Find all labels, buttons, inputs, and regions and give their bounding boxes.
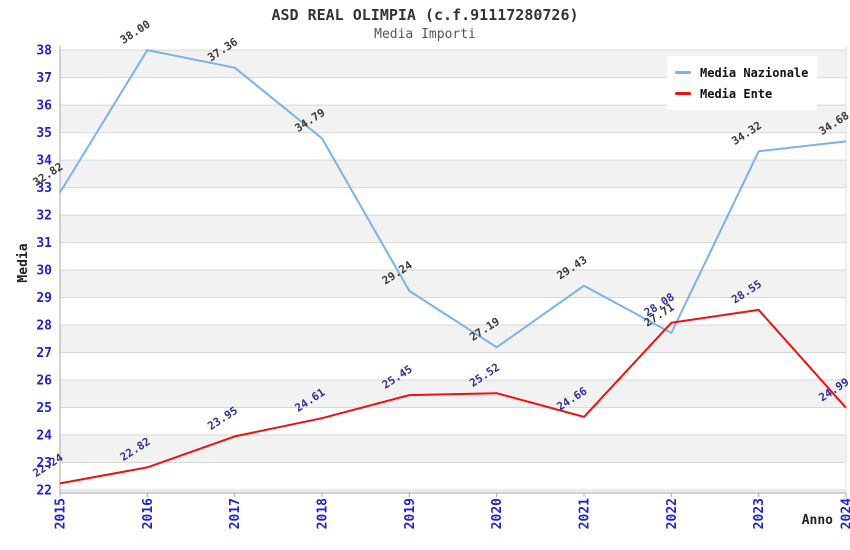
x-tick-label: 2019 xyxy=(403,498,418,529)
y-tick-label: 22 xyxy=(36,484,52,499)
plot-band xyxy=(60,242,846,271)
legend-swatch-blue-icon xyxy=(675,71,691,74)
plot-band xyxy=(60,490,846,493)
plot-band xyxy=(60,435,846,463)
y-axis-title: Media xyxy=(16,243,31,282)
x-tick-label: 2015 xyxy=(54,498,69,529)
y-tick-label: 38 xyxy=(36,44,52,59)
series-line-media-ente xyxy=(59,308,847,485)
plot-band xyxy=(60,46,846,51)
x-tick-label: 2021 xyxy=(578,498,593,529)
y-tick-label: 27 xyxy=(36,346,52,361)
plot-band xyxy=(60,325,846,353)
plot-band xyxy=(60,132,846,161)
x-tick-label: 2017 xyxy=(228,498,243,529)
chart-header: ASD REAL OLIMPIA (c.f.91117280726) Media… xyxy=(0,6,850,42)
y-tick-label: 26 xyxy=(36,374,52,389)
plot-band xyxy=(60,187,846,216)
x-tick-label: 2022 xyxy=(665,498,680,529)
plot-band xyxy=(60,462,846,490)
chart-title: ASD REAL OLIMPIA (c.f.91117280726) xyxy=(271,6,579,24)
x-tick-label: 2018 xyxy=(316,498,331,529)
x-tick-label: 2020 xyxy=(490,498,505,529)
y-tick-label: 36 xyxy=(36,99,52,114)
y-tick-label: 31 xyxy=(36,236,52,251)
legend-item-media-ente[interactable]: Media Ente xyxy=(675,83,809,104)
plot-band xyxy=(60,407,846,435)
chart-subtitle: Media Importi xyxy=(374,27,476,42)
x-axis-title: Anno xyxy=(802,513,833,528)
y-tick-label: 23 xyxy=(36,456,52,471)
legend-label: Media Nazionale xyxy=(700,65,809,80)
plot-band xyxy=(60,270,846,298)
y-tick-label: 24 xyxy=(36,429,52,444)
legend-item-media-nazionale[interactable]: Media Nazionale xyxy=(675,62,809,83)
y-tick-label: 29 xyxy=(36,291,52,306)
legend-swatch-red-icon xyxy=(675,92,691,95)
y-tick-label: 25 xyxy=(36,401,52,416)
x-tick-label: 2016 xyxy=(141,498,156,529)
y-tick-label: 32 xyxy=(36,209,52,224)
y-tick-label: 35 xyxy=(36,126,52,141)
series-line-media-nazionale xyxy=(59,49,847,349)
plot-band xyxy=(60,160,846,188)
plot-band xyxy=(60,215,846,243)
plot-band xyxy=(60,352,846,380)
y-tick-label: 34 xyxy=(36,154,52,169)
y-tick-label: 33 xyxy=(36,181,52,196)
plot-band xyxy=(60,297,846,325)
legend: Media Nazionale Media Ente xyxy=(667,56,817,110)
y-tick-label: 30 xyxy=(36,264,52,279)
y-tick-label: 37 xyxy=(36,71,52,86)
y-tick-label: 28 xyxy=(36,319,52,334)
x-tick-label: 2023 xyxy=(752,498,767,529)
x-tick-label: 2024 xyxy=(840,498,850,529)
legend-label: Media Ente xyxy=(700,86,773,101)
